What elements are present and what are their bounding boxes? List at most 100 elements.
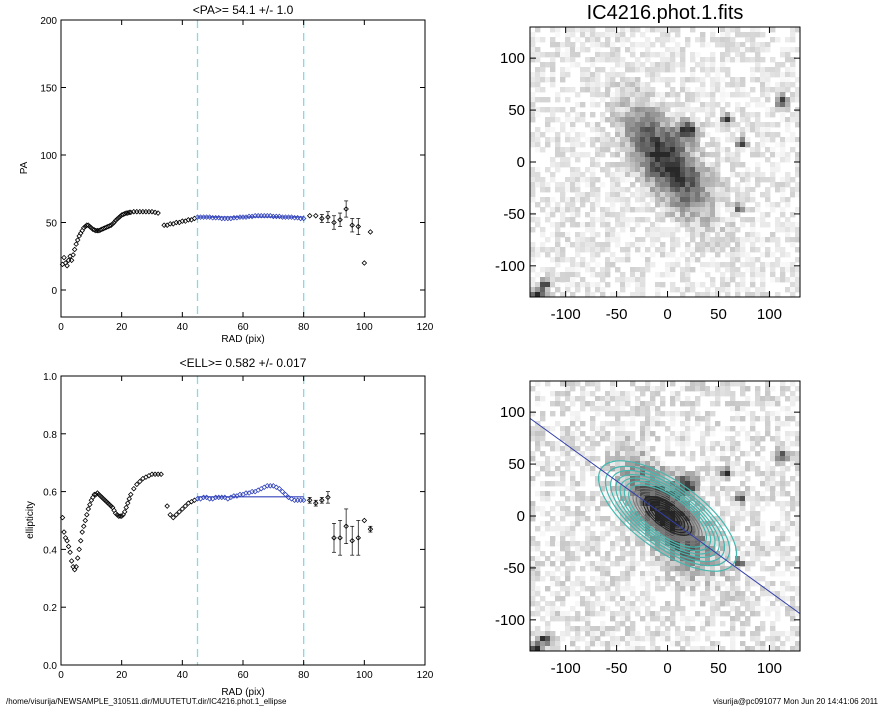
contour-pixel [570, 416, 576, 422]
image-pixel [730, 157, 736, 163]
ellipticity-point [103, 498, 110, 505]
image-pixel [605, 52, 611, 58]
image-pixel [590, 252, 596, 258]
image-pixel [640, 67, 646, 73]
contour-pixel [545, 541, 551, 547]
image-pixel [610, 32, 616, 38]
image-pixel [795, 237, 801, 243]
image-pixel [540, 282, 546, 288]
image-pixel [690, 147, 696, 153]
image-pixel [785, 217, 791, 223]
image-pixel [670, 92, 676, 98]
image-pixel [750, 217, 756, 223]
image-pixel [765, 127, 771, 133]
image-pixel [765, 292, 771, 298]
contour-pixel [790, 546, 796, 552]
contour-pixel [735, 536, 741, 542]
contour-pixel [620, 556, 626, 562]
image-pixel [725, 237, 731, 243]
contour-pixel [760, 521, 766, 527]
contour-pixel [570, 381, 576, 387]
image-pixel [565, 272, 571, 278]
image-pixel [620, 287, 626, 293]
contour-pixel [610, 546, 616, 552]
image-pixel [745, 187, 751, 193]
contour-pixel [590, 491, 596, 497]
contour-pixel [630, 466, 636, 472]
contour-pixel [625, 561, 631, 567]
ellipticity-x-tick-label: 120 [417, 670, 434, 681]
contour-pixel [535, 541, 541, 547]
image-pixel [610, 117, 616, 123]
image-pixel [795, 142, 801, 148]
image-pixel [625, 282, 631, 288]
contour-pixel [650, 616, 656, 622]
contour-pixel [705, 586, 711, 592]
image-pixel [750, 192, 756, 198]
image-pixel [710, 77, 716, 83]
image-pixel [790, 287, 796, 293]
image-pixel [645, 142, 651, 148]
image-pixel [760, 172, 766, 178]
contour-pixel [530, 646, 536, 652]
contour-pixel [575, 616, 581, 622]
image-pixel [535, 107, 541, 113]
image-pixel [795, 47, 801, 53]
contour-pixel [545, 601, 551, 607]
image-pixel [685, 267, 691, 273]
image-pixel [670, 237, 676, 243]
image-pixel [715, 42, 721, 48]
contour-pixel [625, 541, 631, 547]
contour-pixel [585, 456, 591, 462]
image-pixel [770, 152, 776, 158]
image-pixel [670, 152, 676, 158]
contour-pixel [535, 576, 541, 582]
image-pixel [730, 272, 736, 278]
contour-pixel [760, 606, 766, 612]
contour-pixel [730, 446, 736, 452]
image-pixel [680, 212, 686, 218]
contour-pixel [755, 436, 761, 442]
contour-pixel [680, 401, 686, 407]
contour-pixel [630, 471, 636, 477]
image-pixel [720, 282, 726, 288]
image-pixel [580, 282, 586, 288]
image-pixel [710, 177, 716, 183]
image-pixel [600, 147, 606, 153]
contour-pixel [685, 481, 691, 487]
contour-pixel [570, 461, 576, 467]
image-pixel [665, 157, 671, 163]
contour-pixel [655, 466, 661, 472]
image-pixel [535, 292, 541, 298]
image-pixel [590, 227, 596, 233]
image-pixel [545, 137, 551, 143]
image-pixel [725, 177, 731, 183]
image-pixel [545, 107, 551, 113]
image-pixel [705, 272, 711, 278]
image-pixel [565, 87, 571, 93]
image-pixel [555, 237, 561, 243]
contour-pixel [690, 486, 696, 492]
image-pixel [605, 237, 611, 243]
image-pixel [555, 282, 561, 288]
contour-pixel [655, 421, 661, 427]
contour-pixel [625, 401, 631, 407]
image-pixel [770, 107, 776, 113]
contour-pixel [565, 591, 571, 597]
contour-pixel [610, 391, 616, 397]
contour-pixel [710, 571, 716, 577]
contour-pixel [780, 586, 786, 592]
contour-pixel [710, 481, 716, 487]
image-pixel [550, 232, 556, 238]
image-pixel [755, 272, 761, 278]
image-pixel [635, 177, 641, 183]
image-pixel [545, 142, 551, 148]
image-pixel [760, 92, 766, 98]
contour-pixel [540, 506, 546, 512]
image-pixel [760, 212, 766, 218]
image-pixel [535, 202, 541, 208]
image-pixel [625, 247, 631, 253]
contour-pixel [635, 506, 641, 512]
contour-pixel [755, 491, 761, 497]
image-pixel [620, 87, 626, 93]
